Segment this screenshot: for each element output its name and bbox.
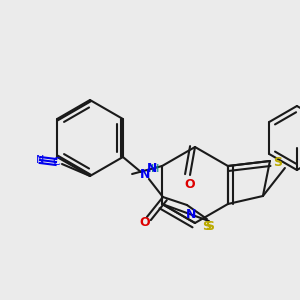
- Text: N: N: [186, 208, 196, 221]
- Text: S: S: [202, 220, 211, 232]
- Text: N: N: [147, 161, 157, 175]
- Text: S: S: [206, 220, 214, 232]
- Text: N: N: [140, 169, 150, 182]
- Text: N: N: [36, 155, 44, 165]
- Text: H: H: [151, 164, 159, 174]
- Text: C: C: [52, 157, 60, 167]
- Text: S: S: [273, 157, 282, 169]
- Text: O: O: [140, 217, 150, 230]
- Text: O: O: [185, 178, 195, 191]
